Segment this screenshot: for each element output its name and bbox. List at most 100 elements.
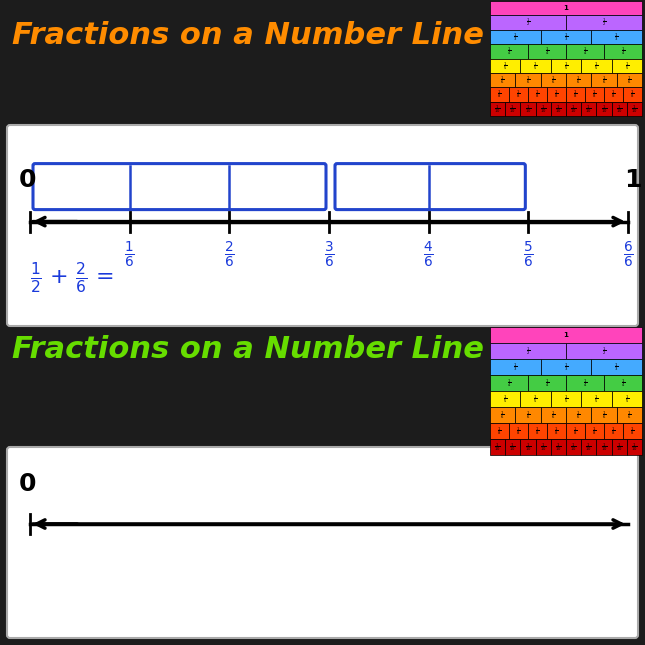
Text: $\frac{1}{5}$: $\frac{1}{5}$ [533,393,538,405]
Bar [566,439,581,455]
Text: $\frac{1}{10}$: $\frac{1}{10}$ [570,441,577,453]
Text: $\frac{1}{5}$: $\frac{1}{5}$ [533,60,538,72]
Text: $\frac{1}{2}$: $\frac{1}{2}$ [602,345,606,357]
Bar [515,407,541,423]
Text: $\frac{1}{3}$: $\frac{1}{3}$ [513,361,517,373]
Bar [604,87,623,102]
Text: $\frac{1}{8}$: $\frac{1}{8}$ [535,425,540,437]
Bar [566,44,604,59]
Bar [585,423,604,439]
Bar [547,423,566,439]
Text: $\frac{1}{6}$: $\frac{1}{6}$ [526,74,530,86]
FancyBboxPatch shape [7,447,638,638]
Bar [490,87,509,102]
Text: $\frac{1}{3}$: $\frac{1}{3}$ [615,361,619,373]
Text: $\frac{1}{8}$: $\frac{1}{8}$ [592,425,597,437]
Text: $\frac{1}{3}$: $\frac{1}{3}$ [513,31,517,43]
Bar [547,87,566,102]
Text: $\frac{1}{10}$: $\frac{1}{10}$ [586,103,592,115]
Text: $\frac{1}{5}$: $\frac{1}{5}$ [594,60,599,72]
Bar [585,87,604,102]
Text: $\frac{1}{8}$: $\frac{1}{8}$ [554,425,559,437]
Bar [551,391,581,407]
Text: $\frac{1}{10}$: $\frac{1}{10}$ [586,441,592,453]
Bar [505,102,521,116]
Text: $\frac{1}{10}$: $\frac{1}{10}$ [600,441,608,453]
Text: $\frac{2}{6}$: $\frac{2}{6}$ [224,239,235,270]
Text: $\frac{1}{6}$: $\frac{1}{6}$ [551,74,555,86]
Bar [490,44,528,59]
Text: $\frac{1}{10}$: $\frac{1}{10}$ [616,103,622,115]
Text: $\frac{1}{4}$: $\frac{1}{4}$ [621,377,625,389]
Bar [535,102,551,116]
Bar [566,73,591,87]
Text: $\frac{1}{6}$: $\frac{1}{6}$ [627,409,631,421]
FancyBboxPatch shape [33,164,326,210]
Text: $\frac{1}{10}$: $\frac{1}{10}$ [524,103,531,115]
Text: $\frac{1}{10}$: $\frac{1}{10}$ [631,103,638,115]
Bar [604,423,623,439]
Text: $\frac{3}{6}$: $\frac{3}{6}$ [324,239,334,270]
Bar [541,30,591,44]
Text: $\frac{1}{2}$: $\frac{1}{2}$ [526,345,530,357]
Text: $\frac{1}{10}$: $\frac{1}{10}$ [631,441,638,453]
Text: 1: 1 [564,332,568,338]
Bar [566,343,642,359]
Bar [566,87,585,102]
FancyBboxPatch shape [335,164,525,210]
Bar [591,359,642,375]
FancyBboxPatch shape [7,125,638,326]
Bar [490,15,566,30]
Bar [490,30,541,44]
Text: $\frac{1}{5}$: $\frac{1}{5}$ [624,60,629,72]
Bar [566,15,642,30]
Text: $\frac{1}{8}$: $\frac{1}{8}$ [497,88,502,100]
Bar [566,407,591,423]
Text: $\frac{1}{6}$: $\frac{1}{6}$ [501,409,505,421]
Text: $\frac{1}{3}$: $\frac{1}{3}$ [564,361,568,373]
Text: $\frac{1}{10}$: $\frac{1}{10}$ [555,103,562,115]
Text: $\frac{1}{6}$: $\frac{1}{6}$ [627,74,631,86]
Text: $\frac{1}{10}$: $\frac{1}{10}$ [540,441,546,453]
Text: $\frac{1}{8}$: $\frac{1}{8}$ [630,425,635,437]
Text: $\frac{1}{4}$: $\frac{1}{4}$ [507,46,511,57]
Text: $\frac{1}{2}$: $\frac{1}{2}$ [526,17,530,28]
Text: $\frac{1}{8}$: $\frac{1}{8}$ [554,88,559,100]
Text: $\frac{1}{6}$: $\frac{1}{6}$ [577,409,581,421]
Bar [521,439,535,455]
Bar [566,423,585,439]
Bar [490,359,541,375]
Text: 1: 1 [564,5,568,11]
Text: Fractions on a Number Line: Fractions on a Number Line [12,335,484,364]
Bar [604,44,642,59]
Text: $\frac{1}{5}$: $\frac{1}{5}$ [564,393,568,405]
Bar [490,423,509,439]
Bar [591,30,642,44]
Bar [505,439,521,455]
Text: $\frac{1}{5}$: $\frac{1}{5}$ [564,60,568,72]
Text: $\frac{1}{8}$: $\frac{1}{8}$ [573,425,578,437]
Bar [617,73,642,87]
Text: $\frac{1}{8}$: $\frac{1}{8}$ [517,88,521,100]
Bar [528,423,547,439]
Text: $\frac{1}{8}$: $\frac{1}{8}$ [592,88,597,100]
Text: $\frac{1}{6}$: $\frac{1}{6}$ [124,239,135,270]
Text: $\frac{1}{3}$: $\frac{1}{3}$ [564,31,568,43]
Text: $\frac{1}{3}$: $\frac{1}{3}$ [615,31,619,43]
Bar [515,73,541,87]
Bar [591,73,617,87]
Text: $\frac{1}{5}$: $\frac{1}{5}$ [594,393,599,405]
Text: $\frac{1}{8}$: $\frac{1}{8}$ [611,88,616,100]
Text: 0: 0 [18,472,35,496]
Text: $\frac{1}{5}$: $\frac{1}{5}$ [503,60,508,72]
Text: $\frac{1}{10}$: $\frac{1}{10}$ [540,103,546,115]
Bar [581,391,611,407]
Text: $\frac{5}{6}$: $\frac{5}{6}$ [523,239,533,270]
Text: 0: 0 [18,168,35,192]
Bar [490,439,505,455]
Text: $\frac{1}{10}$: $\frac{1}{10}$ [494,103,501,115]
Bar [597,439,611,455]
Text: $\frac{6}{6}$: $\frac{6}{6}$ [622,239,633,270]
Text: $\frac{1}{10}$: $\frac{1}{10}$ [600,103,608,115]
Bar [623,423,642,439]
